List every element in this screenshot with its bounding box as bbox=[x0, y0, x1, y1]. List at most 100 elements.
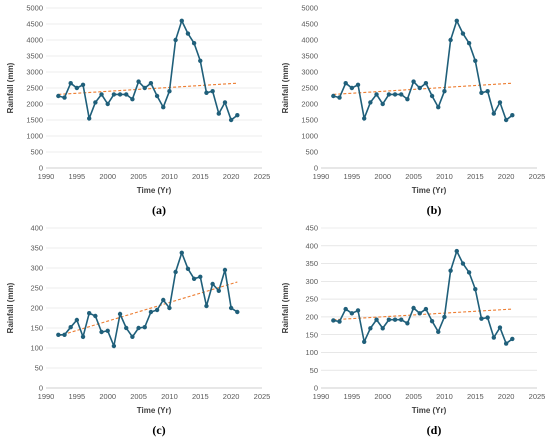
x-tick-label: 2020 bbox=[498, 392, 515, 401]
x-axis-title: Time (Yr) bbox=[412, 406, 447, 415]
data-point bbox=[448, 37, 453, 43]
data-point bbox=[436, 329, 441, 335]
data-point bbox=[179, 18, 184, 23]
data-point bbox=[124, 325, 129, 331]
x-tick-label: 2005 bbox=[130, 172, 147, 181]
panel-caption: (a) bbox=[152, 203, 166, 217]
data-point bbox=[491, 335, 496, 340]
data-point bbox=[510, 113, 515, 118]
y-tick-label: 2000 bbox=[301, 100, 318, 109]
data-point bbox=[161, 105, 166, 110]
data-point bbox=[167, 89, 172, 94]
y-tick-label: 350 bbox=[30, 244, 43, 253]
x-tick-label: 2015 bbox=[192, 392, 209, 401]
data-point bbox=[105, 101, 110, 107]
data-point bbox=[380, 101, 385, 107]
data-point bbox=[466, 270, 472, 275]
panel-caption: (d) bbox=[427, 423, 442, 437]
y-tick-label: 100 bbox=[30, 344, 43, 353]
y-axis-title: Rainfall (mm) bbox=[281, 62, 290, 113]
data-point bbox=[130, 97, 135, 102]
data-point bbox=[386, 92, 392, 97]
y-axis-title: Rainfall (mm) bbox=[6, 62, 15, 113]
data-point bbox=[154, 93, 160, 99]
y-tick-label: 2500 bbox=[26, 84, 43, 93]
data-point bbox=[222, 100, 228, 105]
data-point bbox=[454, 18, 459, 23]
data-point bbox=[331, 93, 336, 99]
y-tick-label: 0 bbox=[39, 384, 43, 393]
y-tick-label: 400 bbox=[305, 241, 318, 250]
y-axis-title: Rainfall (mm) bbox=[6, 282, 15, 333]
data-point bbox=[497, 325, 503, 330]
data-point bbox=[485, 315, 490, 320]
x-axis-title: Time (Yr) bbox=[137, 186, 172, 195]
y-tick-label: 4500 bbox=[301, 20, 318, 29]
x-tick-label: 2025 bbox=[529, 392, 546, 401]
data-point bbox=[93, 313, 98, 319]
chart-svg-c: 0 50 100 150 200 250 300 350 400 1990 1995 2000 2005… bbox=[6, 224, 270, 437]
data-point bbox=[349, 311, 355, 316]
x-tick-label: 2020 bbox=[223, 172, 240, 181]
data-point bbox=[442, 89, 447, 94]
x-tick-label: 2020 bbox=[223, 392, 240, 401]
y-tick-label: 500 bbox=[305, 148, 318, 157]
data-point bbox=[417, 85, 422, 91]
series-line bbox=[333, 248, 513, 345]
data-point bbox=[337, 319, 342, 324]
data-point bbox=[148, 81, 154, 86]
data-point bbox=[380, 326, 385, 331]
y-tick-label: 0 bbox=[314, 384, 318, 393]
data-point bbox=[491, 111, 496, 116]
data-point bbox=[343, 306, 348, 312]
chart-svg-d: 0 50 100 150 200 250 300 350 400 450 1990 1995 2000 2… bbox=[281, 224, 546, 437]
x-tick-label: 2000 bbox=[99, 392, 116, 401]
x-tick-label: 1990 bbox=[38, 392, 55, 401]
x-tick-label: 1995 bbox=[344, 172, 361, 181]
data-point bbox=[429, 318, 435, 324]
panel-caption: (c) bbox=[152, 423, 165, 437]
y-tick-label: 100 bbox=[305, 348, 318, 357]
data-point bbox=[436, 105, 441, 110]
chart-panel-d: 0 50 100 150 200 250 300 350 400 450 1990 1995 2000 2… bbox=[275, 220, 550, 440]
y-tick-label: 3000 bbox=[301, 68, 318, 77]
y-tick-label: 0 bbox=[314, 164, 318, 173]
x-tick-label: 2015 bbox=[192, 172, 209, 181]
data-point bbox=[173, 37, 178, 43]
x-tick-label: 2015 bbox=[467, 172, 484, 181]
data-point bbox=[460, 31, 466, 36]
data-point bbox=[216, 111, 221, 116]
data-point bbox=[173, 269, 178, 275]
chart-panel-c: 0 50 100 150 200 250 300 350 400 1990 1995 2000 2005… bbox=[0, 220, 275, 440]
data-point bbox=[56, 93, 61, 99]
y-tick-label: 1500 bbox=[301, 116, 318, 125]
y-tick-label: 200 bbox=[305, 312, 318, 321]
y-tick-label: 200 bbox=[30, 304, 43, 313]
data-point bbox=[198, 58, 203, 63]
data-point bbox=[62, 332, 67, 337]
data-point bbox=[216, 288, 221, 293]
data-point bbox=[204, 90, 209, 96]
data-point bbox=[111, 92, 117, 97]
data-point bbox=[362, 116, 367, 121]
data-point bbox=[392, 317, 398, 322]
data-point bbox=[111, 343, 117, 349]
data-point bbox=[235, 309, 240, 315]
x-tick-label: 2010 bbox=[161, 172, 178, 181]
x-tick-label: 1995 bbox=[344, 392, 361, 401]
data-point bbox=[343, 81, 348, 86]
data-point bbox=[510, 336, 515, 342]
data-point bbox=[473, 286, 478, 292]
data-point bbox=[154, 307, 160, 313]
data-point bbox=[179, 250, 184, 255]
x-tick-label: 2000 bbox=[374, 392, 391, 401]
y-tick-label: 1500 bbox=[26, 116, 43, 125]
data-point bbox=[460, 261, 466, 266]
data-point bbox=[142, 325, 147, 330]
y-tick-label: 450 bbox=[305, 224, 318, 233]
x-tick-label: 1995 bbox=[69, 392, 86, 401]
data-point bbox=[411, 79, 416, 84]
y-tick-label: 0 bbox=[39, 164, 43, 173]
x-axis-title: Time (Yr) bbox=[137, 406, 172, 415]
